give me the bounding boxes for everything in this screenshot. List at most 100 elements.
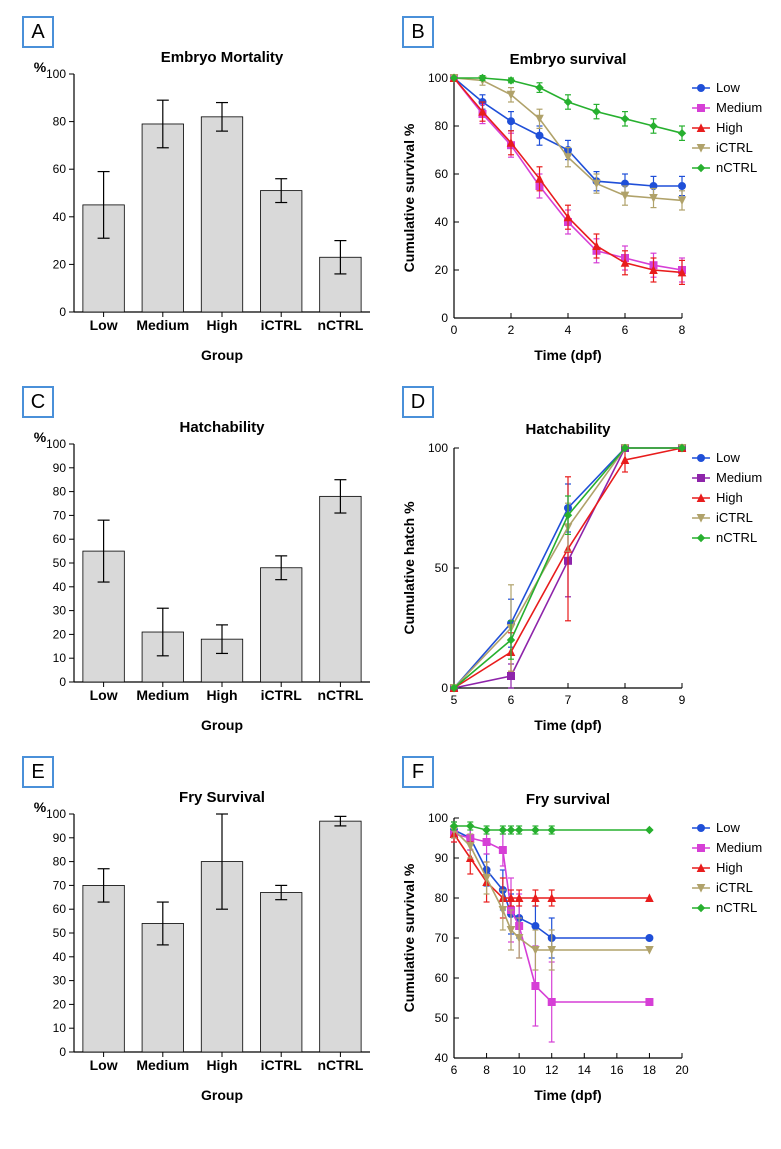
svg-text:Medium: Medium <box>136 1057 189 1073</box>
svg-text:80: 80 <box>53 115 67 129</box>
svg-text:Low: Low <box>716 450 740 465</box>
panel-f: F Fry survival40506070809010068101214161… <box>392 752 781 1112</box>
svg-text:10: 10 <box>512 1063 526 1077</box>
panel-a: A Embryo Mortality%020406080100LowMedium… <box>12 12 392 372</box>
svg-text:8: 8 <box>679 323 686 337</box>
svg-text:iCTRL: iCTRL <box>716 510 753 525</box>
svg-text:40: 40 <box>435 215 449 229</box>
svg-text:Embryo survival: Embryo survival <box>510 51 627 68</box>
chart-f: Fry survival4050607080901006810121416182… <box>392 788 781 1112</box>
svg-text:Low: Low <box>716 820 740 835</box>
svg-text:40: 40 <box>53 950 67 964</box>
svg-text:High: High <box>206 1057 237 1073</box>
svg-text:14: 14 <box>578 1063 592 1077</box>
panel-e: E Fry Survival%0102030405060708090100Low… <box>12 752 392 1112</box>
svg-text:High: High <box>716 120 743 135</box>
panel-b: B Embryo survival02040608010002468Time (… <box>392 12 781 372</box>
chart-a: Embryo Mortality%020406080100LowMediumHi… <box>12 48 392 372</box>
svg-text:Fry survival: Fry survival <box>526 791 610 808</box>
svg-text:9: 9 <box>679 693 686 707</box>
svg-text:Hatchability: Hatchability <box>525 421 611 438</box>
svg-text:50: 50 <box>435 1011 449 1025</box>
svg-text:High: High <box>206 317 237 333</box>
svg-text:Group: Group <box>201 717 243 733</box>
svg-text:Cumulative survival %: Cumulative survival % <box>401 863 417 1012</box>
svg-text:90: 90 <box>435 851 449 865</box>
svg-text:High: High <box>206 687 237 703</box>
svg-text:7: 7 <box>565 693 572 707</box>
svg-text:6: 6 <box>451 1063 458 1077</box>
svg-text:6: 6 <box>508 693 515 707</box>
svg-text:70: 70 <box>53 508 67 522</box>
svg-text:iCTRL: iCTRL <box>261 1057 303 1073</box>
svg-text:50: 50 <box>53 926 67 940</box>
svg-text:Medium: Medium <box>136 317 189 333</box>
svg-text:Fry Survival: Fry Survival <box>179 789 265 806</box>
svg-text:0: 0 <box>59 675 66 689</box>
svg-text:20: 20 <box>53 257 67 271</box>
svg-text:0: 0 <box>59 305 66 319</box>
svg-text:70: 70 <box>53 878 67 892</box>
svg-text:80: 80 <box>53 855 67 869</box>
svg-text:60: 60 <box>435 971 449 985</box>
svg-text:iCTRL: iCTRL <box>261 317 303 333</box>
svg-text:16: 16 <box>610 1063 624 1077</box>
svg-text:nCTRL: nCTRL <box>716 160 757 175</box>
svg-text:Medium: Medium <box>716 470 762 485</box>
panel-label-e: E <box>22 756 54 788</box>
panel-label-d: D <box>402 386 434 418</box>
svg-text:60: 60 <box>53 532 67 546</box>
svg-text:10: 10 <box>53 651 67 665</box>
svg-text:40: 40 <box>53 210 67 224</box>
svg-text:0: 0 <box>441 681 448 695</box>
svg-text:Hatchability: Hatchability <box>179 419 265 436</box>
svg-text:Medium: Medium <box>136 687 189 703</box>
svg-text:%: % <box>34 59 47 75</box>
svg-text:Low: Low <box>716 80 740 95</box>
svg-text:100: 100 <box>428 71 448 85</box>
panel-label-a: A <box>22 16 54 48</box>
svg-text:Cumulative survival %: Cumulative survival % <box>401 123 417 272</box>
svg-text:%: % <box>34 429 47 445</box>
svg-text:90: 90 <box>53 831 67 845</box>
svg-text:Cumulative hatch %: Cumulative hatch % <box>401 501 417 635</box>
svg-text:nCTRL: nCTRL <box>716 900 757 915</box>
svg-text:60: 60 <box>53 162 67 176</box>
svg-text:18: 18 <box>643 1063 657 1077</box>
svg-text:100: 100 <box>46 437 66 451</box>
svg-text:30: 30 <box>53 974 67 988</box>
panel-label-b: B <box>402 16 434 48</box>
svg-text:90: 90 <box>53 461 67 475</box>
svg-text:100: 100 <box>428 441 448 455</box>
chart-d: Hatchability05010056789Time (dpf)Cumulat… <box>392 418 781 742</box>
svg-text:80: 80 <box>435 891 449 905</box>
svg-text:0: 0 <box>451 323 458 337</box>
svg-text:Low: Low <box>90 687 118 703</box>
figure-grid: A Embryo Mortality%020406080100LowMedium… <box>12 12 769 1112</box>
panel-c: C Hatchability% 0 10 20 30 40 50 60 70 80 90 100 Low… <box>12 382 392 742</box>
svg-text:5: 5 <box>451 693 458 707</box>
svg-text:iCTRL: iCTRL <box>716 140 753 155</box>
svg-text:%: % <box>34 799 47 815</box>
svg-text:40: 40 <box>53 580 67 594</box>
svg-text:100: 100 <box>46 67 66 81</box>
svg-text:80: 80 <box>53 485 67 499</box>
svg-text:nCTRL: nCTRL <box>716 530 757 545</box>
svg-text:20: 20 <box>53 627 67 641</box>
svg-text:8: 8 <box>483 1063 490 1077</box>
svg-text:Low: Low <box>90 1057 118 1073</box>
panel-d: D Hatchability05010056789Time (dpf)Cumul… <box>392 382 781 742</box>
svg-text:High: High <box>716 860 743 875</box>
svg-text:nCTRL: nCTRL <box>317 1057 363 1073</box>
chart-c: Hatchability% 0 10 20 30 40 50 60 70 80 90 100 Low Me… <box>12 418 392 742</box>
svg-text:10: 10 <box>53 1021 67 1035</box>
svg-text:20: 20 <box>435 263 449 277</box>
svg-text:50: 50 <box>53 556 67 570</box>
svg-text:30: 30 <box>53 604 67 618</box>
svg-text:nCTRL: nCTRL <box>317 317 363 333</box>
panel-label-c: C <box>22 386 54 418</box>
svg-text:nCTRL: nCTRL <box>317 687 363 703</box>
panel-label-f: F <box>402 756 434 788</box>
svg-text:40: 40 <box>435 1051 449 1065</box>
svg-text:iCTRL: iCTRL <box>261 687 303 703</box>
